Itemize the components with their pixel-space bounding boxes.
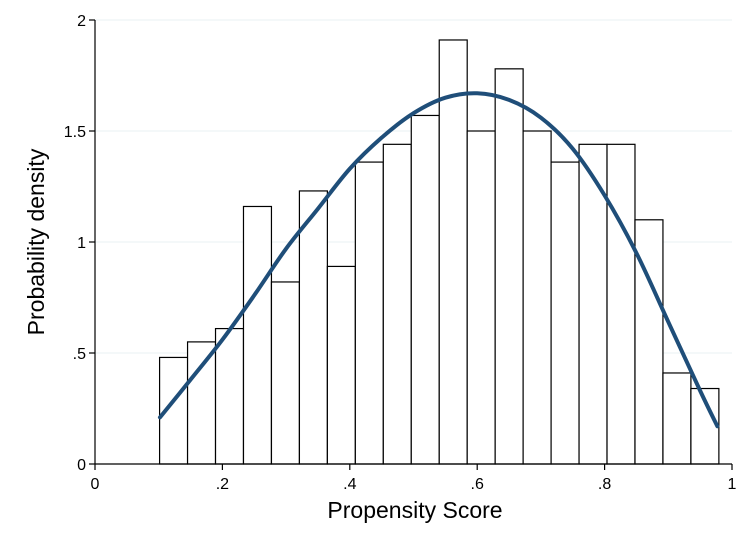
- axes: 0 .5 1 1.5 2 0 .2 .4 .6 .8 1: [64, 13, 737, 493]
- x-tick-label-5: 1: [728, 476, 737, 493]
- histogram-bar-10: [438, 39, 468, 465]
- histogram-bar-9: [410, 114, 440, 465]
- x-tick-label-3: .6: [471, 476, 484, 493]
- histogram-bar-12: [494, 68, 524, 465]
- histogram-bar-2: [214, 327, 245, 465]
- histogram-bars: [158, 39, 720, 465]
- histogram-bar-5: [298, 190, 328, 465]
- histogram-bar-1: [186, 341, 217, 465]
- y-tick-label-3: 1.5: [64, 124, 86, 141]
- histogram-bar-4: [270, 281, 301, 465]
- x-tick-label-4: .8: [598, 476, 611, 493]
- x-tick-label-1: .2: [216, 476, 229, 493]
- y-tick-label-1: .5: [73, 346, 86, 363]
- x-axis-label: Propensity Score: [327, 497, 502, 523]
- histogram-bar-7: [354, 161, 384, 465]
- x-tick-label-0: 0: [91, 476, 100, 493]
- y-tick-label-2: 1: [77, 235, 86, 252]
- histogram-bar-11: [466, 130, 496, 465]
- histogram-bar-13: [522, 130, 552, 465]
- histogram-bar-14: [550, 161, 580, 465]
- y-tick-label-4: 2: [77, 13, 86, 30]
- histogram-bar-6: [326, 265, 356, 465]
- histogram-bar-18: [662, 372, 692, 465]
- y-axis-label: Probability density: [23, 148, 49, 335]
- axis-labels: Propensity Score Probability density: [23, 148, 503, 523]
- density-curve-layer: [157, 91, 720, 429]
- y-tick-label-0: 0: [77, 457, 86, 474]
- histogram-bar-16: [606, 143, 636, 465]
- histogram-bar-3: [242, 205, 273, 465]
- histogram-bar-8: [382, 143, 412, 465]
- density-curve: [157, 91, 720, 429]
- x-tick-label-2: .4: [343, 476, 356, 493]
